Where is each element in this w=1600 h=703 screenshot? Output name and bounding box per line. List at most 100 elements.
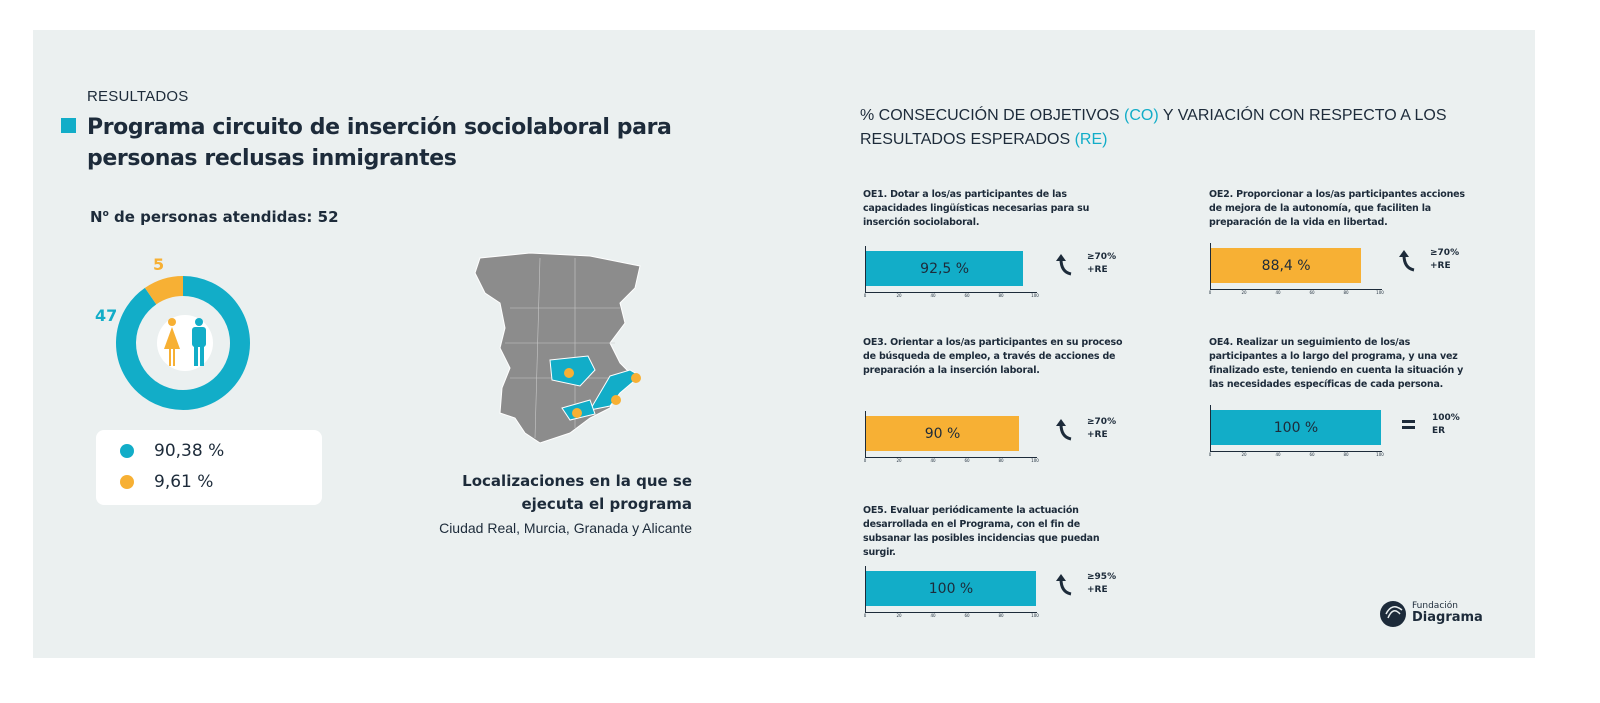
bar: 92,5 %: [866, 251, 1024, 286]
tick-label: 80: [998, 293, 1004, 298]
tick-label: 100: [1031, 293, 1039, 298]
y-axis: [865, 566, 866, 612]
tick-label: 60: [964, 613, 970, 618]
re-indicator: ≥70% +RE: [1055, 416, 1116, 442]
tick-label: 60: [964, 458, 970, 463]
objectives-title: % CONSECUCIÓN DE OBJETIVOS (CO) Y VARIAC…: [860, 104, 1460, 152]
legend-label: 9,61 %: [154, 472, 214, 492]
title-part: % CONSECUCIÓN DE OBJETIVOS: [860, 107, 1125, 124]
re-status: +RE: [1087, 430, 1108, 440]
donut-slice-0: [116, 276, 250, 410]
bar: 100 %: [1211, 410, 1381, 445]
tick-label: 0: [1208, 452, 1212, 457]
tick-label: 40: [1275, 290, 1281, 295]
tick-label: 40: [930, 293, 936, 298]
re-status: +RE: [1087, 265, 1108, 275]
objective-desc: OE5. Evaluar periódicamente la actuación…: [863, 505, 1100, 558]
re-threshold: ≥70%: [1087, 417, 1117, 427]
title-part: Y VARIACIÓN CON RESPECTO A LOS RESULTADO…: [860, 107, 1447, 148]
tick-label: 20: [896, 613, 902, 618]
donut-chart: [116, 276, 250, 410]
bar: 90 %: [866, 416, 1019, 451]
logo-line1: Fundación: [1412, 601, 1458, 611]
bar-label: 100 %: [1273, 419, 1319, 436]
bar-label: 90 %: [924, 425, 961, 442]
x-axis: [865, 457, 1037, 458]
section-kicker: RESULTADOS: [87, 88, 189, 105]
re-status: ER: [1432, 426, 1446, 436]
legend: 90,38 % 9,61 %: [96, 430, 322, 505]
curved-arrow-up-icon: [1056, 574, 1072, 596]
curved-arrow-up-icon: [1399, 250, 1415, 272]
tick-label: 20: [896, 458, 902, 463]
re-threshold: ≥70%: [1430, 248, 1460, 258]
page-title: Programa circuito de inserción sociolabo…: [87, 115, 672, 171]
bar: 100 %: [866, 571, 1036, 606]
donut-label-5: 5: [153, 255, 165, 274]
y-axis: [1210, 243, 1211, 289]
title-bullet: [61, 118, 76, 133]
tick-label: 80: [998, 458, 1004, 463]
logo-icon: [1380, 601, 1406, 627]
tick-label: 20: [1241, 290, 1247, 295]
tick-label: 20: [1241, 452, 1247, 457]
attended-count: No de personas atendidas: 52: [90, 208, 339, 226]
bar: 88,4 %: [1211, 248, 1362, 283]
y-axis: [865, 246, 866, 292]
curved-arrow-up-icon: [1056, 254, 1072, 276]
tick-label: 0: [863, 458, 867, 463]
tick-label: 80: [1343, 290, 1349, 295]
bar-label: 100 %: [928, 580, 974, 597]
re-status: +RE: [1430, 261, 1451, 271]
objective-desc: OE1. Dotar a los/as participantes de las…: [863, 189, 1090, 228]
donut-slice-1: [144, 276, 184, 305]
re-indicator: 100% ER: [1400, 412, 1460, 438]
curved-arrow-up-icon: [1056, 419, 1072, 441]
donut-label-47: 47: [95, 306, 118, 325]
tick-label: 100: [1031, 613, 1039, 618]
infographic-panel: [33, 30, 1535, 658]
re-threshold: ≥95%: [1087, 572, 1117, 582]
tick-label: 100: [1376, 452, 1384, 457]
count-label: N: [90, 208, 103, 226]
tick-label: 100: [1376, 290, 1384, 295]
legend-dot-teal: [120, 444, 134, 458]
x-axis: [865, 612, 1037, 613]
tick-label: 80: [998, 613, 1004, 618]
bar-label: 92,5 %: [920, 260, 970, 277]
re-threshold: ≥70%: [1087, 252, 1117, 262]
objective-bar-chart: 88,4 % 0 20 40 60 80 100: [1208, 243, 1385, 295]
tick-label: 80: [1343, 452, 1349, 457]
people-icon: [157, 315, 213, 371]
re-indicator: ≥70% +RE: [1398, 247, 1459, 273]
tick-label: 0: [1208, 290, 1212, 295]
locations-list: Ciudad Real, Murcia, Granada y Alicante: [439, 520, 692, 536]
re-indicator: ≥95% +RE: [1055, 571, 1116, 597]
spain-map: [474, 252, 641, 444]
objective-bar-chart: 100 % 0 20 40 60 80 100: [1208, 405, 1385, 457]
objective-4: OE4. Realizar un seguimiento de los/as p…: [1209, 336, 1469, 392]
x-axis: [1210, 451, 1382, 452]
objective-bar-chart: 100 % 0 20 40 60 80 100: [864, 566, 1040, 618]
objective-bar-chart: 90 % 0 20 40 60 80 100: [863, 411, 1040, 463]
legend-dot-orange: [120, 475, 134, 489]
re-status: +RE: [1087, 585, 1108, 595]
objective-3: OE3. Orientar a los/as participantes en …: [863, 336, 1123, 378]
fundacion-diagrama-logo: Fundación Diagrama: [1378, 598, 1483, 628]
re-indicator: ≥70% +RE: [1055, 251, 1116, 277]
title-re: (RE): [1074, 131, 1108, 148]
bar-label: 88,4 %: [1261, 257, 1311, 274]
count-text: de personas atendidas: 52: [108, 208, 339, 226]
x-axis: [865, 292, 1037, 293]
count-sup: o: [102, 209, 109, 219]
objective-desc: OE2. Proporcionar a los/as participantes…: [1209, 189, 1465, 228]
objective-1: OE1. Dotar a los/as participantes de las…: [863, 188, 1123, 230]
legend-label: 90,38 %: [154, 441, 225, 461]
equals-icon: [1402, 420, 1415, 429]
title-co: (CO): [1124, 107, 1159, 124]
tick-label: 60: [1309, 290, 1315, 295]
tick-label: 0: [863, 293, 867, 298]
tick-label: 100: [1031, 458, 1039, 463]
objective-desc: OE4. Realizar un seguimiento de los/as p…: [1209, 337, 1464, 390]
legend-item: 9,61 %: [120, 472, 213, 492]
